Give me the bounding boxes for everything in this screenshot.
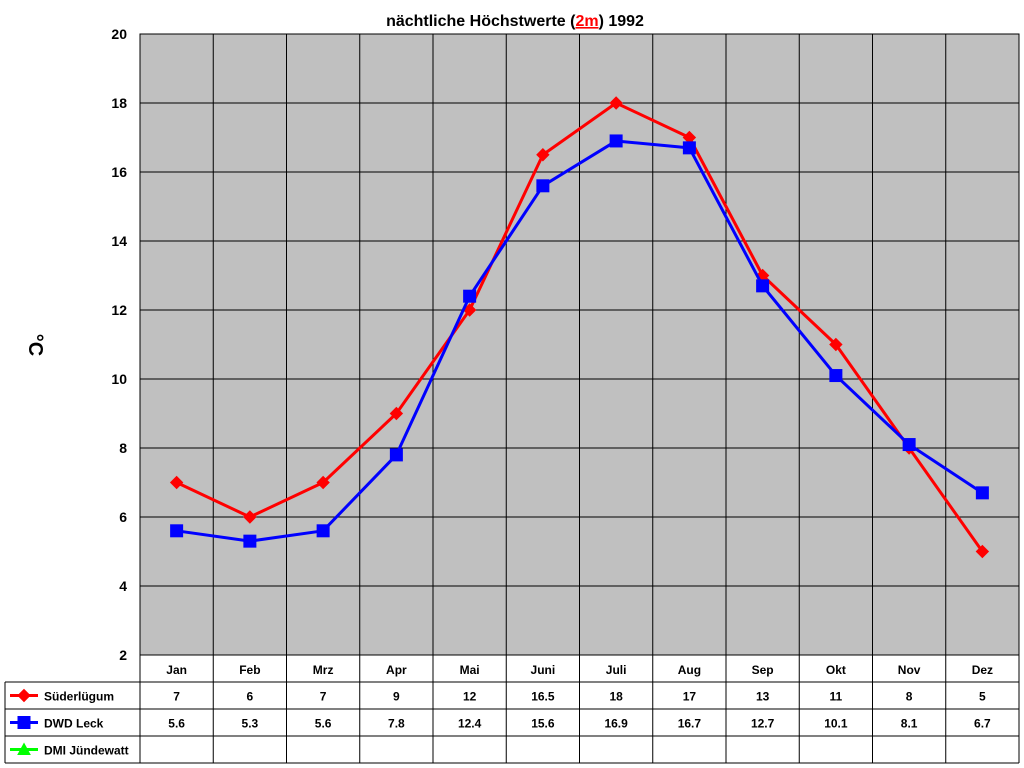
table-cell: 17 xyxy=(683,690,697,704)
table-cell: 9 xyxy=(393,690,400,704)
x-tick-label: Nov xyxy=(898,663,921,677)
y-tick-label: 6 xyxy=(119,509,127,525)
table-cell: 18 xyxy=(609,690,623,704)
legend-label: Süderlügum xyxy=(44,690,114,704)
table-cell: 12 xyxy=(463,690,477,704)
table-cell: 5 xyxy=(979,690,986,704)
table-cell: 11 xyxy=(830,690,843,704)
x-tick-label: Okt xyxy=(826,663,846,677)
legend-label: DWD Leck xyxy=(44,717,104,731)
series-layer xyxy=(169,96,990,559)
table-cell: 16.7 xyxy=(678,717,702,731)
y-tick-label: 16 xyxy=(111,164,127,180)
data-point xyxy=(975,544,990,559)
table-cell: 5.6 xyxy=(168,717,185,731)
legend-label: DMI Jündewatt xyxy=(44,744,129,758)
table-cell: 16.9 xyxy=(604,717,628,731)
table-cell: 5.6 xyxy=(315,717,332,731)
data-point xyxy=(829,337,843,352)
table-cell: 6 xyxy=(247,690,254,704)
x-tick-label: Mrz xyxy=(313,663,334,677)
y-tick-label: 18 xyxy=(111,95,127,111)
data-point xyxy=(316,524,330,538)
data-point xyxy=(463,289,477,303)
data-point xyxy=(536,148,550,162)
y-tick-label: 4 xyxy=(119,578,127,594)
table-cell: 7 xyxy=(173,690,180,704)
data-point xyxy=(975,486,989,500)
x-tick-label: Juli xyxy=(606,663,627,677)
data-point xyxy=(609,96,623,110)
data-point xyxy=(169,475,184,490)
table-cell: 12.4 xyxy=(458,717,482,731)
table-cell: 13 xyxy=(756,690,770,704)
chart-title-highlight: 2m xyxy=(575,13,598,30)
table-cell: 10.1 xyxy=(824,717,848,731)
x-tick-label: Feb xyxy=(239,663,260,677)
table-cell: 8 xyxy=(906,690,913,704)
data-point xyxy=(243,510,257,524)
y-tick-label: 8 xyxy=(119,440,127,456)
data-point xyxy=(316,475,330,490)
table-cell: 7 xyxy=(320,690,327,704)
data-point xyxy=(902,438,916,452)
data-point xyxy=(389,448,403,462)
x-tick-label: Sep xyxy=(752,663,774,677)
y-axis-label: °C xyxy=(24,334,46,356)
y-tick-label: 12 xyxy=(111,302,127,318)
x-tick-label: Dez xyxy=(972,663,993,677)
series-line xyxy=(175,101,984,553)
table-cell: 15.6 xyxy=(531,717,555,731)
y-tick-label: 20 xyxy=(111,26,127,42)
chart-title: nächtliche Höchstwerte (2m) 1992 xyxy=(386,13,644,30)
data-point xyxy=(756,279,770,293)
x-tick-label: Juni xyxy=(531,663,556,677)
x-tick-label: Mai xyxy=(460,663,480,677)
table-cell: 12.7 xyxy=(751,717,775,731)
x-tick-label: Aug xyxy=(678,663,701,677)
y-tick-label: 2 xyxy=(119,647,127,663)
data-point xyxy=(536,179,550,193)
legend-marker xyxy=(17,742,31,755)
x-tick-label: Apr xyxy=(386,663,407,677)
x-tick-label: Jan xyxy=(166,663,187,677)
data-point xyxy=(389,406,404,421)
label-layer: 2 4 6 8 10 12 14 16 18 20 Jan Feb Mrz Apr Mai Juni Juli A… xyxy=(10,26,993,758)
y-tick-label: 14 xyxy=(111,233,127,249)
legend-marker xyxy=(17,688,31,703)
data-table xyxy=(4,655,1020,764)
legend-marker xyxy=(17,716,31,729)
series-line xyxy=(176,139,984,543)
table-cell: 16.5 xyxy=(531,690,555,704)
data-point xyxy=(243,534,257,548)
table-cell: 7.8 xyxy=(388,717,405,731)
y-tick-label: 10 xyxy=(111,371,127,387)
data-point xyxy=(170,524,184,538)
table-cell: 6.7 xyxy=(974,717,991,731)
table-cell: 8.1 xyxy=(901,717,918,731)
table-cell: 5.3 xyxy=(242,717,259,731)
data-point xyxy=(829,369,843,383)
data-point xyxy=(682,141,696,155)
data-point xyxy=(609,134,623,148)
